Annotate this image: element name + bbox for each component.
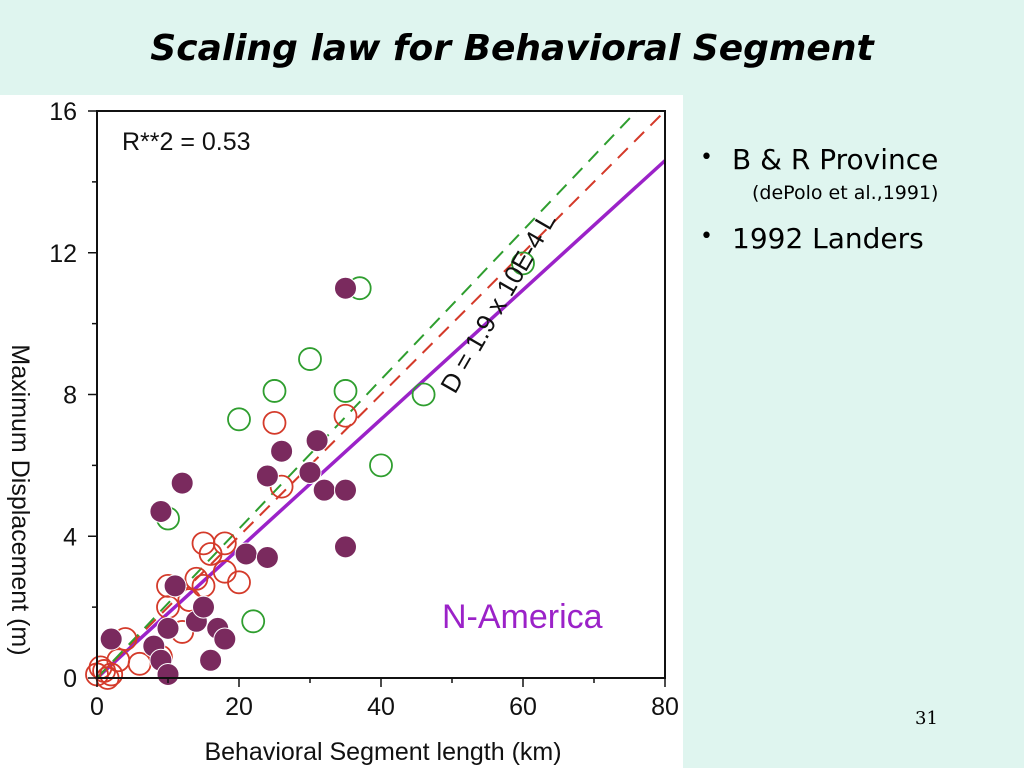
data-point-green_open bbox=[369, 453, 393, 478]
bullet-text: 1992 Landers bbox=[732, 222, 924, 255]
region-label: N-America bbox=[442, 598, 603, 636]
x-tick-label: 0 bbox=[90, 693, 104, 721]
data-point-red_open bbox=[184, 566, 209, 591]
data-point-filled bbox=[312, 478, 336, 502]
data-point-red_open bbox=[99, 662, 124, 687]
data-point-filled bbox=[334, 535, 357, 559]
data-point-red_open bbox=[333, 403, 358, 428]
bullet-subtext: (dePolo et al.,1991) bbox=[752, 182, 939, 204]
x-tick-label: 80 bbox=[651, 693, 679, 721]
data-point-green_open bbox=[511, 251, 535, 276]
bullet-item: • B & R Province bbox=[700, 143, 1010, 176]
data-point-red_open bbox=[227, 570, 251, 595]
data-point-filled bbox=[170, 471, 194, 495]
y-tick-label: 16 bbox=[49, 98, 77, 126]
data-point-filled bbox=[99, 627, 123, 651]
y-tick-label: 8 bbox=[63, 382, 77, 410]
data-point-filled bbox=[163, 574, 187, 598]
dashed-fit-line-green_open bbox=[96, 110, 638, 679]
data-point-green_open bbox=[298, 347, 322, 371]
data-point-red_open bbox=[262, 410, 287, 435]
y-tick-label: 4 bbox=[63, 523, 77, 551]
data-point-filled bbox=[156, 662, 180, 686]
data-point-filled bbox=[255, 546, 279, 570]
bullet-dot: • bbox=[700, 145, 713, 170]
r-squared-label: R**2 = 0.53 bbox=[122, 128, 251, 156]
data-point-green_open bbox=[262, 379, 287, 403]
data-point-filled bbox=[234, 542, 258, 566]
slide-number: 31 bbox=[915, 708, 938, 729]
data-point-filled bbox=[270, 439, 294, 463]
bullet-dot: • bbox=[700, 224, 713, 249]
data-point-filled bbox=[213, 627, 237, 651]
dashed-fit-line-red_open bbox=[96, 110, 666, 679]
data-point-filled bbox=[334, 478, 357, 502]
data-point-green_open bbox=[227, 407, 251, 432]
x-tick-label: 40 bbox=[367, 693, 395, 721]
bullet-text: B & R Province bbox=[732, 143, 939, 176]
data-point-filled bbox=[255, 464, 279, 488]
x-tick-label: 60 bbox=[509, 693, 537, 721]
data-point-green_open bbox=[241, 609, 266, 634]
data-point-filled bbox=[334, 276, 357, 300]
data-point-red_open bbox=[212, 559, 237, 584]
y-tick-label: 12 bbox=[49, 240, 77, 268]
data-point-filled bbox=[156, 616, 180, 640]
data-point-red_open bbox=[212, 531, 237, 556]
data-point-green_open bbox=[333, 379, 358, 403]
data-point-filled bbox=[298, 460, 322, 484]
slide-title: Scaling law for Behavioral Segment bbox=[150, 28, 874, 69]
data-point-filled bbox=[199, 648, 223, 672]
bullet-item: • 1992 Landers bbox=[700, 222, 1010, 255]
data-point-red_open bbox=[127, 651, 152, 676]
plot-panel: 0 20 40 60 80 0 4 8 12 16 R**2 = 0.53 D = 1.9 x 1… bbox=[0, 95, 683, 768]
bullet-list: • B & R Province (dePolo et al.,1991) • … bbox=[700, 143, 1010, 255]
fit-line bbox=[95, 159, 667, 680]
x-axis-label: Behavioral Segment length (km) bbox=[204, 738, 561, 766]
data-point-green_open bbox=[411, 382, 436, 407]
y-tick-label: 0 bbox=[63, 665, 77, 693]
data-point-filled bbox=[149, 499, 173, 523]
data-point-filled bbox=[305, 429, 329, 453]
x-tick-label: 20 bbox=[225, 693, 253, 721]
y-axis-label: Maximum Displacement (m) bbox=[6, 344, 34, 655]
data-point-filled bbox=[192, 595, 215, 619]
